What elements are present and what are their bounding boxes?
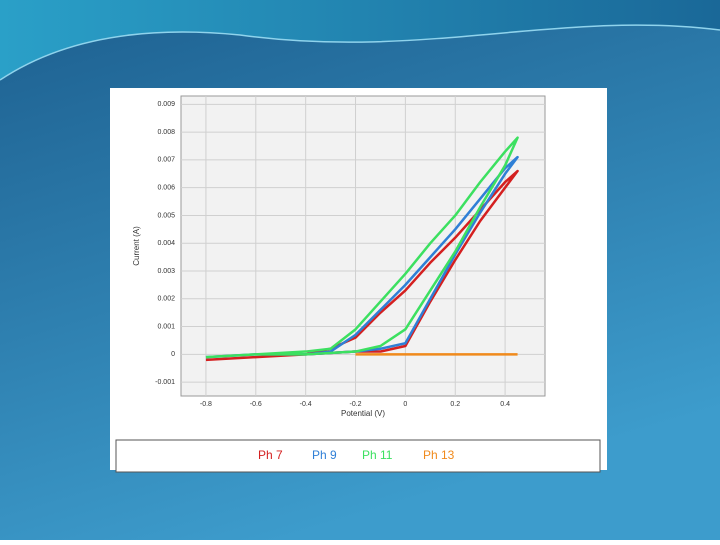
y-axis-label: Current (A)	[132, 226, 141, 266]
y-tick-label: 0.001	[157, 323, 175, 330]
x-tick-label: 0	[403, 401, 407, 408]
y-tick-label: 0.008	[157, 129, 175, 136]
data-line	[205, 155, 519, 359]
y-tick-label: 0.009	[157, 101, 175, 108]
plot-area	[180, 95, 546, 397]
legend-entry: Ph 9	[312, 448, 337, 462]
legend-entry: Ph 7	[258, 448, 283, 462]
legend-entry: Ph 11	[362, 448, 393, 462]
y-tick-label: 0.003	[157, 268, 175, 275]
x-tick-label: -0.4	[300, 401, 312, 408]
x-tick-label: -0.2	[349, 401, 361, 408]
y-tick-label: 0.004	[157, 240, 175, 247]
y-tick-label: 0.007	[157, 157, 175, 164]
x-axis-label: Potential (V)	[341, 409, 385, 418]
x-tick-label: -0.6	[250, 401, 262, 408]
legend-entry: Ph 13	[423, 448, 455, 462]
y-tick-label: -0.001	[155, 379, 175, 386]
x-tick-label: 0.2	[450, 401, 460, 408]
wave-line	[0, 24, 720, 81]
y-tick-label: 0.006	[157, 185, 175, 192]
data-line	[205, 136, 519, 359]
header-wave	[0, 0, 720, 80]
legend-box	[115, 439, 601, 473]
y-tick-label: 0.002	[157, 296, 175, 303]
x-tick-label: -0.8	[200, 401, 212, 408]
y-tick-label: 0.005	[157, 212, 175, 219]
x-tick-label: 0.4	[500, 401, 510, 408]
y-tick-label: 0	[171, 351, 175, 358]
